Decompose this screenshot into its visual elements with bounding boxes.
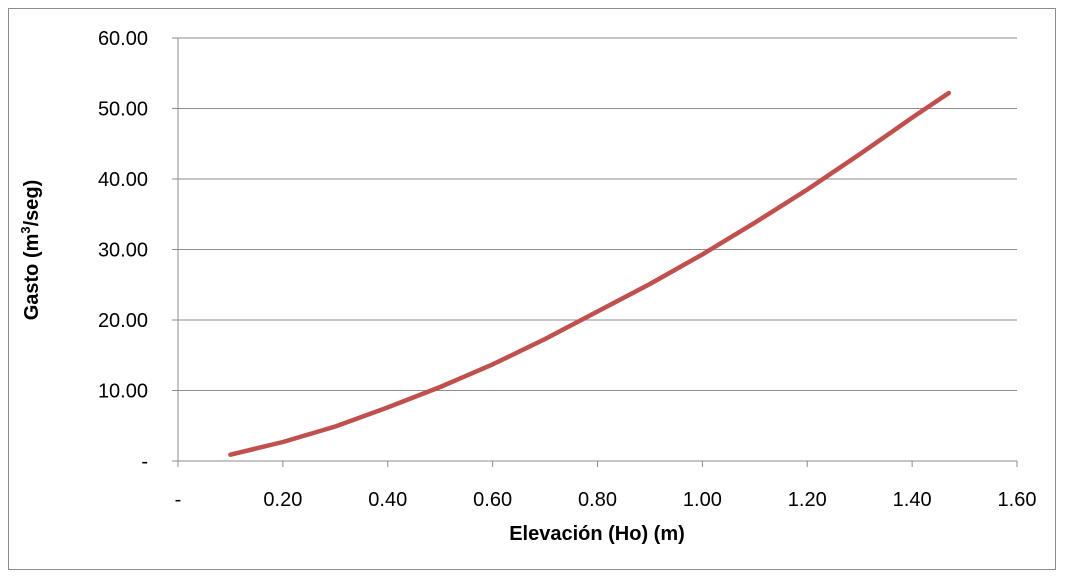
- y-tick-label: 50.00: [98, 99, 148, 121]
- y-tick-labels: - 10.00 20.00 30.00 40.00 50.00 60.00: [98, 28, 148, 473]
- y-tick-label: 20.00: [98, 310, 148, 332]
- x-tick-label: 1.20: [788, 489, 827, 511]
- y-tick-label: 60.00: [98, 28, 148, 50]
- x-tick-label: 0.20: [263, 489, 302, 511]
- gridlines: [178, 37, 1017, 391]
- series-line: [228, 90, 952, 457]
- x-tick-label: 0.80: [578, 489, 617, 511]
- y-tick-label: -: [141, 451, 148, 473]
- x-tick-label: 1.60: [998, 489, 1037, 511]
- x-tick-label: -: [175, 489, 182, 511]
- series-group: [228, 90, 952, 457]
- x-tick-label: 1.40: [893, 489, 932, 511]
- y-tick-label: 30.00: [98, 240, 148, 262]
- y-axis-title: Gasto (m3/seg): [18, 180, 43, 321]
- chart-frame: [8, 8, 1056, 570]
- x-tick-label: 0.60: [473, 489, 512, 511]
- axes: [172, 37, 1018, 467]
- x-axis-title: Elevación (Ho) (m): [509, 523, 685, 545]
- y-axis-title-part-2: /seg): [21, 180, 43, 227]
- y-axis-title-part-1: Gasto (m: [21, 234, 43, 321]
- y-tick-label: 10.00: [98, 381, 148, 403]
- y-tick-label: 40.00: [98, 169, 148, 191]
- x-tick-labels: - 0.20 0.40 0.60 0.80 1.00 1.20 1.40 1.60: [175, 489, 1037, 511]
- y-axis-title-superscript: 3: [18, 226, 33, 233]
- x-tick-label: 1.00: [683, 489, 722, 511]
- x-tick-label: 0.40: [368, 489, 407, 511]
